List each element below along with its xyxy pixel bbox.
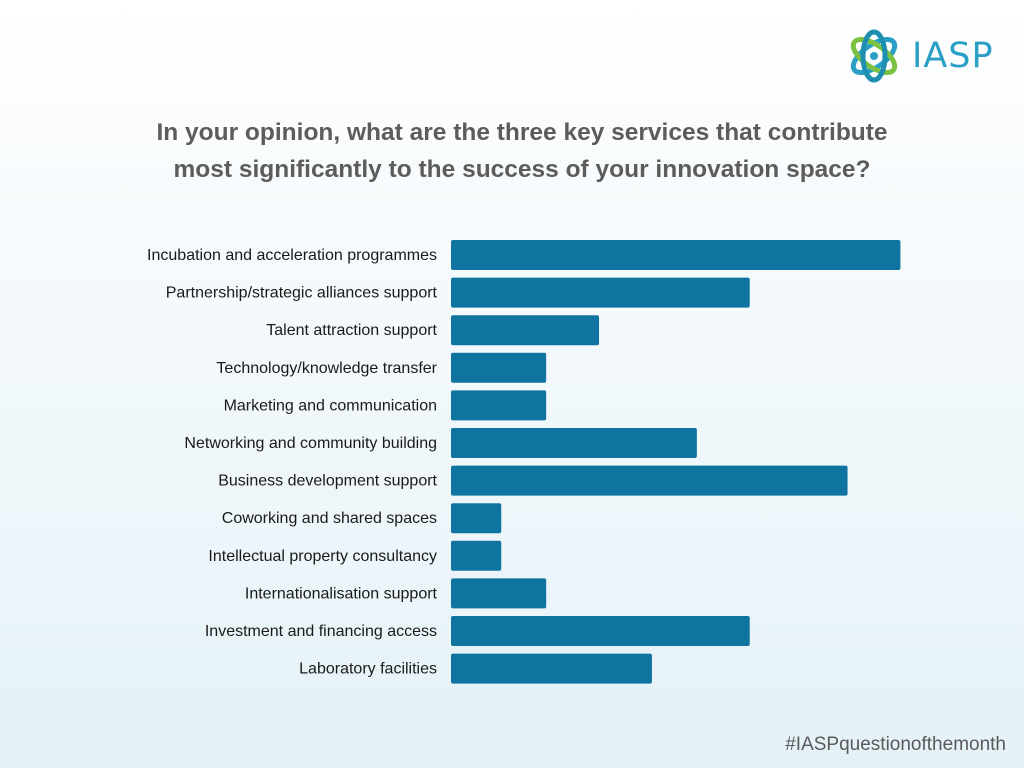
- bar-6: [451, 428, 697, 458]
- category-label-5: Marketing and communication: [224, 397, 437, 414]
- bar-2: [451, 277, 750, 308]
- chart-title-line-1: In your opinion, what are the three key …: [156, 119, 888, 146]
- bar-10: [451, 578, 547, 609]
- bar-11: [451, 616, 750, 646]
- category-label-7: Business development support: [218, 473, 437, 490]
- hashtag: #IASPquestionofthemonth: [785, 734, 1006, 755]
- iasp-logo: IASP: [846, 24, 1006, 88]
- bar-1: [451, 240, 901, 270]
- category-label-2: Partnership/strategic alliances support: [166, 285, 438, 302]
- category-label-9: Intellectual property consultancy: [208, 548, 437, 565]
- iasp-atom-logo-icon: [850, 29, 898, 83]
- bar-4: [451, 352, 547, 383]
- bar-group: [451, 240, 901, 684]
- bar-12: [451, 653, 652, 684]
- bar-chart: Incubation and acceleration programmes Pa…: [147, 240, 901, 684]
- category-label-10: Internationalisation support: [245, 585, 438, 602]
- category-label-8: Coworking and shared spaces: [222, 510, 437, 527]
- category-label-6: Networking and community building: [184, 435, 437, 452]
- chart-title-line-2: most significantly to the success of you…: [173, 156, 871, 183]
- category-label-11: Investment and financing access: [205, 623, 437, 640]
- bar-7: [451, 465, 848, 496]
- bar-9: [451, 540, 502, 571]
- category-label-1: Incubation and acceleration programmes: [147, 247, 437, 264]
- chart-title: In your opinion, what are the three key …: [60, 114, 984, 188]
- logo-text: IASP: [912, 36, 994, 76]
- category-label-4: Technology/knowledge transfer: [216, 360, 437, 377]
- category-label-12: Laboratory facilities: [299, 661, 437, 678]
- bar-3: [451, 315, 600, 346]
- category-label-3: Talent attraction support: [266, 322, 437, 339]
- bar-8: [451, 503, 502, 534]
- bar-5: [451, 390, 547, 421]
- category-label-group: Incubation and acceleration programmes Pa…: [147, 247, 438, 678]
